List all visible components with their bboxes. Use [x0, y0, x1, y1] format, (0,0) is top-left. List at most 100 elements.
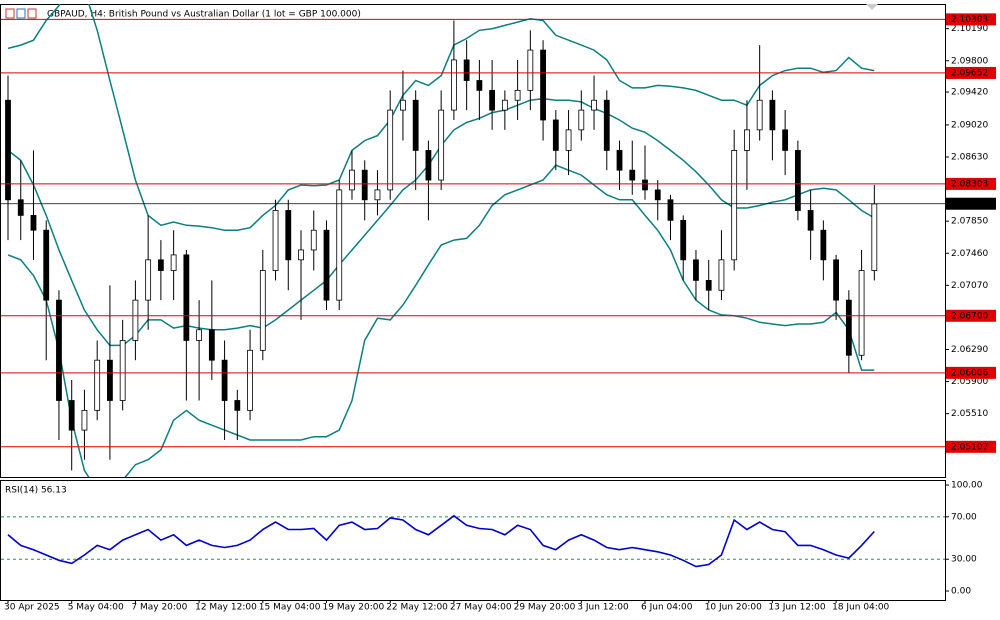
candle-body — [654, 189, 661, 201]
candle-body — [43, 229, 50, 301]
price-tag-label: 2.08303 — [951, 179, 988, 189]
candle-body — [616, 150, 623, 171]
candle-body — [17, 199, 24, 216]
price-tag-label: 2.09652 — [951, 68, 988, 78]
candle-body — [731, 150, 738, 261]
x-tick-label: 19 May 20:00 — [323, 603, 385, 613]
candle-body — [820, 229, 827, 261]
y-tick-label: 2.10190 — [951, 24, 988, 34]
candle-body — [323, 229, 330, 301]
candle-body — [693, 259, 699, 281]
candle-body — [489, 89, 496, 111]
candle-body — [871, 203, 878, 271]
y-tick-label: 0.00 — [951, 586, 971, 596]
candle-body — [157, 259, 164, 271]
candle-body — [438, 109, 445, 181]
candle-body — [769, 99, 776, 131]
candle-body — [119, 340, 126, 401]
candle-body — [387, 109, 394, 191]
current-price-label: 2.08062 — [951, 199, 988, 209]
bollinger-band — [7, 4, 875, 231]
candle-body — [463, 59, 470, 81]
y-tick-label: 70.00 — [951, 512, 977, 522]
candle-body — [794, 150, 801, 211]
price-tag — [946, 66, 996, 79]
x-tick-label: 27 May 04:00 — [450, 603, 512, 613]
x-tick-label: 30 Apr 2025 — [4, 603, 60, 613]
y-tick-label: 30.00 — [951, 555, 977, 565]
candle-body — [68, 400, 75, 431]
candle-body — [336, 189, 343, 301]
price-tag-label: 2.10303 — [951, 15, 988, 25]
candle-body — [782, 129, 789, 151]
candle-body — [756, 99, 763, 131]
candle-body — [501, 99, 508, 111]
y-tick-label: 2.07850 — [951, 217, 988, 227]
price-tag — [946, 177, 996, 190]
candle-body — [349, 169, 355, 191]
candle-body — [845, 299, 852, 356]
candle-body — [298, 249, 304, 261]
y-tick-label: 2.09020 — [951, 120, 988, 130]
rsi-title: RSI(14) 56.13 — [5, 486, 67, 496]
candle-body — [81, 409, 88, 431]
candle-body — [285, 210, 292, 261]
candle-body — [552, 119, 559, 151]
x-tick-label: 5 May 04:00 — [68, 603, 124, 613]
candle-body — [833, 259, 839, 301]
candle-body — [310, 229, 317, 251]
candle-body — [400, 99, 406, 111]
price-tag-label: 2.06006 — [951, 368, 988, 378]
candle-body — [514, 89, 521, 101]
y-tick-label: 2.09420 — [951, 88, 988, 98]
toolbar-icons — [5, 8, 37, 19]
y-tick-label: 2.07460 — [951, 249, 988, 259]
y-tick-label: 2.09800 — [951, 56, 988, 66]
candle-body — [629, 169, 636, 181]
y-tick-label: 2.05510 — [951, 409, 988, 419]
y-tick-label: 2.07070 — [951, 281, 988, 291]
y-tick-label: 2.05900 — [951, 377, 988, 387]
x-tick-label: 29 May 20:00 — [514, 603, 576, 613]
candle-body — [247, 349, 253, 411]
y-tick-label: 2.06290 — [951, 345, 988, 355]
price-tag — [946, 440, 996, 453]
rsi-line — [7, 514, 875, 568]
price-tag — [946, 309, 996, 322]
candle-body — [540, 49, 546, 121]
x-tick-label: 15 May 04:00 — [259, 603, 321, 613]
icon — [16, 8, 26, 19]
candle-body — [183, 254, 190, 341]
candle-body — [221, 359, 228, 401]
x-tick-label: 10 Jun 20:00 — [705, 603, 762, 613]
candle-body — [450, 59, 457, 111]
price-tag — [946, 366, 996, 379]
x-tick-label: 22 May 12:00 — [386, 603, 448, 613]
icon — [27, 8, 37, 19]
candle-body — [374, 189, 381, 201]
candle-body — [807, 210, 814, 231]
candle-body — [5, 99, 11, 201]
candle-body — [527, 49, 534, 91]
main-panel — [0, 4, 946, 478]
y-tick-label: 100.00 — [951, 481, 983, 491]
candle-body — [145, 259, 152, 301]
icon — [5, 8, 15, 19]
candle-body — [56, 299, 62, 401]
candle-body — [680, 219, 687, 261]
candle-body — [565, 129, 572, 151]
candle-body — [412, 99, 419, 151]
candle-body — [94, 359, 101, 411]
candle-body — [30, 215, 37, 231]
candle-body — [132, 299, 139, 341]
candle-body — [272, 210, 279, 271]
candle-body — [425, 150, 432, 181]
candle-body — [744, 129, 750, 151]
candle-body — [361, 169, 368, 201]
x-tick-label: 7 May 20:00 — [131, 603, 187, 613]
x-tick-label: 18 Jun 04:00 — [832, 603, 889, 613]
candle-body — [476, 80, 483, 91]
chart-title: GBPAUD, H4: British Pound vs Australian … — [47, 10, 361, 20]
x-tick-label: 3 Jun 12:00 — [577, 603, 629, 613]
candle-body — [718, 259, 725, 291]
